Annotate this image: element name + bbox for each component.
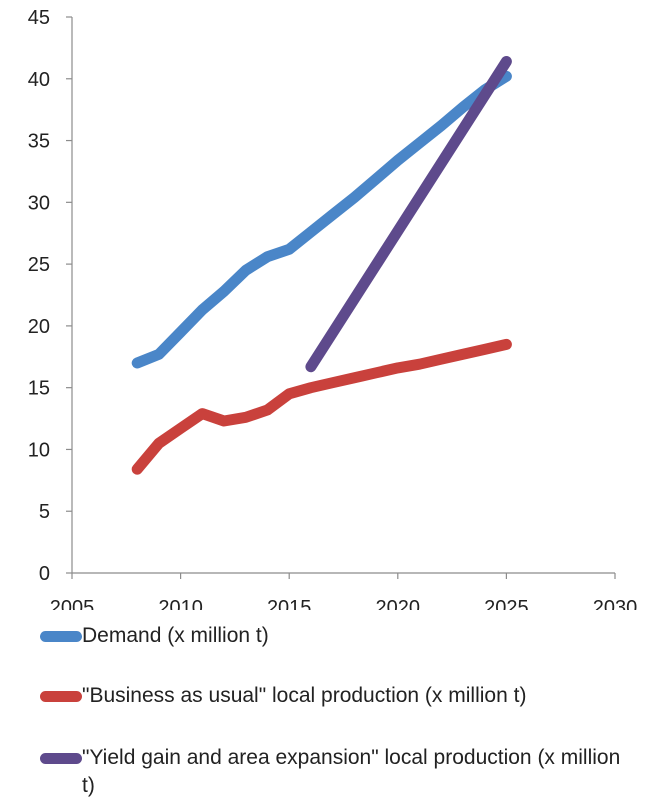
y-tick-label: 0 <box>39 563 50 585</box>
y-tick-label: 5 <box>39 501 50 523</box>
y-tick-label: 30 <box>28 192 50 214</box>
series-line-yield-gain <box>305 56 512 373</box>
series-layer <box>131 56 512 475</box>
y-tick-label: 10 <box>28 439 50 461</box>
x-tick-label: 2015 <box>267 597 312 610</box>
legend-swatch-demand <box>40 631 82 642</box>
legend-item-business-as-usual: "Business as usual" local production (x … <box>40 682 622 710</box>
x-tick-label: 2025 <box>484 597 529 610</box>
legend-item-demand: Demand (x million t) <box>40 622 622 650</box>
legend-swatch-business-as-usual <box>40 691 82 702</box>
y-tick-label: 20 <box>28 316 50 338</box>
x-tick-label: 2030 <box>593 597 638 610</box>
legend-label-business-as-usual: "Business as usual" local production (x … <box>82 684 527 707</box>
x-tick-label: 2010 <box>158 597 203 610</box>
x-tick-label: 2005 <box>50 597 95 610</box>
legend-swatch-yield-gain <box>40 753 82 764</box>
x-tick-label: 2020 <box>376 597 421 610</box>
legend-item-yield-gain: "Yield gain and area expansion" local pr… <box>40 744 622 800</box>
legend-label-yield-gain: "Yield gain and area expansion" local pr… <box>82 746 621 797</box>
y-tick-label: 40 <box>28 69 50 91</box>
y-tick-label: 25 <box>28 254 50 276</box>
y-tick-label: 45 <box>28 7 50 29</box>
series-line-demand <box>131 70 512 369</box>
y-tick-label: 15 <box>28 378 50 400</box>
legend-label-demand: Demand (x million t) <box>82 624 269 647</box>
y-tick-label: 35 <box>28 131 50 153</box>
series-line-business-as-usual <box>131 338 512 475</box>
